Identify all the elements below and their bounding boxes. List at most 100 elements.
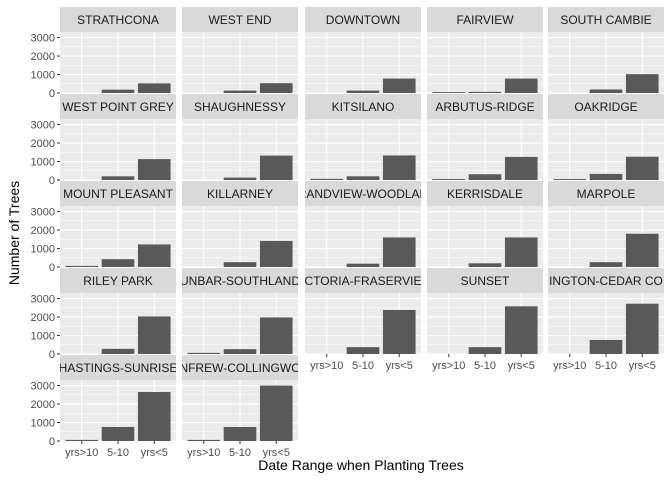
y-tick-label: 0: [49, 436, 55, 448]
facet-strip: [427, 181, 543, 206]
bar: [625, 303, 659, 354]
facet-strip-label: SHAUGHNESSY: [194, 100, 286, 114]
bar: [259, 317, 293, 354]
facet-panel: NFREW-COLLINGWO yrs>10 5-10 yrs<5: [179, 355, 300, 459]
facet-strip-label: NFREW-COLLINGWO: [179, 361, 300, 375]
bar: [504, 78, 538, 93]
facet-strip-label: ARBUTUS-RIDGE: [435, 100, 534, 114]
bar: [589, 173, 623, 180]
facet-panel: OAKRIDGE: [548, 94, 664, 181]
bar: [468, 174, 502, 180]
facet-strip-label: STRATHCONA: [77, 13, 159, 27]
y-tick-label: 1000: [31, 418, 55, 430]
facet-strip-label: UNBAR-SOUTHLAND: [180, 274, 300, 288]
x-tick-label: 5-10: [107, 447, 129, 459]
x-tick-label: 5-10: [595, 360, 617, 372]
x-tick-label: 5-10: [229, 447, 251, 459]
bar: [382, 237, 416, 267]
bar: [468, 263, 502, 267]
facet-panel: KERRISDALE: [427, 181, 543, 268]
y-tick-label: 1000: [31, 70, 55, 82]
y-tick-label: 2000: [31, 312, 55, 324]
bar: [137, 392, 171, 441]
facet-strip: [548, 94, 664, 119]
facet-strip: [60, 268, 176, 293]
facet-strip-label: WEST POINT GREY: [62, 100, 174, 114]
bar: [101, 176, 135, 180]
bar: [625, 156, 659, 180]
facet-strip-label: RANDVIEW-WOODLAN: [298, 187, 428, 201]
facet-panel: WEST END: [182, 7, 298, 94]
facet-strip: [548, 181, 664, 206]
y-tick-label: 0: [49, 175, 55, 187]
facet-panel: SOUTH CAMBIE: [548, 7, 664, 94]
y-tick-label: 3000: [31, 381, 55, 393]
facet-strip: [182, 7, 298, 32]
bar: [346, 90, 380, 93]
x-tick-label: yrs<5: [508, 360, 535, 372]
facet-strip: [427, 7, 543, 32]
facet-panel: FAIRVIEW: [427, 7, 543, 94]
facet-panel: KILLARNEY: [182, 181, 298, 268]
bar: [101, 348, 135, 354]
bar: [625, 74, 659, 93]
bar: [589, 89, 623, 93]
y-tick-label: 1000: [31, 157, 55, 169]
facet-panel: HASTINGS-SUNRISE 0 1000 2000 3000 yrs>10 5-10 y…: [31, 355, 178, 459]
y-tick-label: 3000: [31, 207, 55, 219]
bar: [259, 83, 293, 93]
bar: [223, 349, 257, 354]
y-tick-label: 0: [49, 88, 55, 100]
x-tick-label: yrs>10: [553, 360, 586, 372]
facet-strip-label: INGTON-CEDAR CO: [549, 274, 663, 288]
facet-strip: [305, 94, 421, 119]
facet-panel: MARPOLE: [548, 181, 664, 268]
facet-strip: [305, 181, 421, 206]
bar: [65, 439, 99, 441]
facet-panel: CTORIA-FRASERVIE yrs>10 5-10 yrs<5: [305, 268, 421, 372]
facet-strip-label: SUNSET: [461, 274, 510, 288]
y-tick-label: 0: [49, 349, 55, 361]
bar: [468, 91, 502, 93]
facet-panel: RANDVIEW-WOODLAN: [298, 181, 428, 268]
bar: [137, 159, 171, 180]
facet-strip: [427, 268, 543, 293]
facet-strip: [427, 94, 543, 119]
bar: [382, 310, 416, 354]
x-tick-label: yrs<5: [629, 360, 656, 372]
bar: [137, 244, 171, 267]
x-tick-label: yrs<5: [141, 447, 168, 459]
facet-strip: [60, 181, 176, 206]
bar: [504, 156, 538, 180]
facet-panels: STRATHCONA 0 1000 2000 3000 WEST END DOWNTOWN F…: [31, 7, 664, 459]
bar: [432, 92, 466, 93]
facet-strip: [305, 268, 421, 293]
facet-strip-label: WEST END: [208, 13, 271, 27]
bar: [432, 179, 466, 180]
facet-panel: KITSILANO: [305, 94, 421, 181]
facet-strip-label: FAIRVIEW: [456, 13, 514, 27]
bar: [553, 179, 587, 180]
x-tick-label: 5-10: [352, 360, 374, 372]
bar: [101, 259, 135, 267]
facet-strip-label: SOUTH CAMBIE: [560, 13, 651, 27]
facet-strip: [548, 7, 664, 32]
facet-strip: [182, 94, 298, 119]
x-tick-label: yrs>10: [187, 447, 220, 459]
y-tick-label: 0: [49, 262, 55, 274]
y-tick-label: 3000: [31, 33, 55, 45]
bar: [382, 155, 416, 180]
bar: [346, 347, 380, 354]
x-tick-label: yrs>10: [310, 360, 343, 372]
y-axis-title: Number of Trees: [6, 181, 22, 285]
y-tick-label: 3000: [31, 120, 55, 132]
facet-strip-label: HASTINGS-SUNRISE: [59, 361, 178, 375]
facet-strip: [305, 7, 421, 32]
bar: [223, 262, 257, 267]
facet-panel: INGTON-CEDAR CO yrs>10 5-10 yrs<5: [548, 268, 664, 372]
bar: [382, 78, 416, 93]
facet-strip-label: MOUNT PLEASANT: [63, 187, 173, 201]
facet-strip-label: RILEY PARK: [83, 274, 153, 288]
y-tick-label: 1000: [31, 331, 55, 343]
bar: [223, 90, 257, 93]
